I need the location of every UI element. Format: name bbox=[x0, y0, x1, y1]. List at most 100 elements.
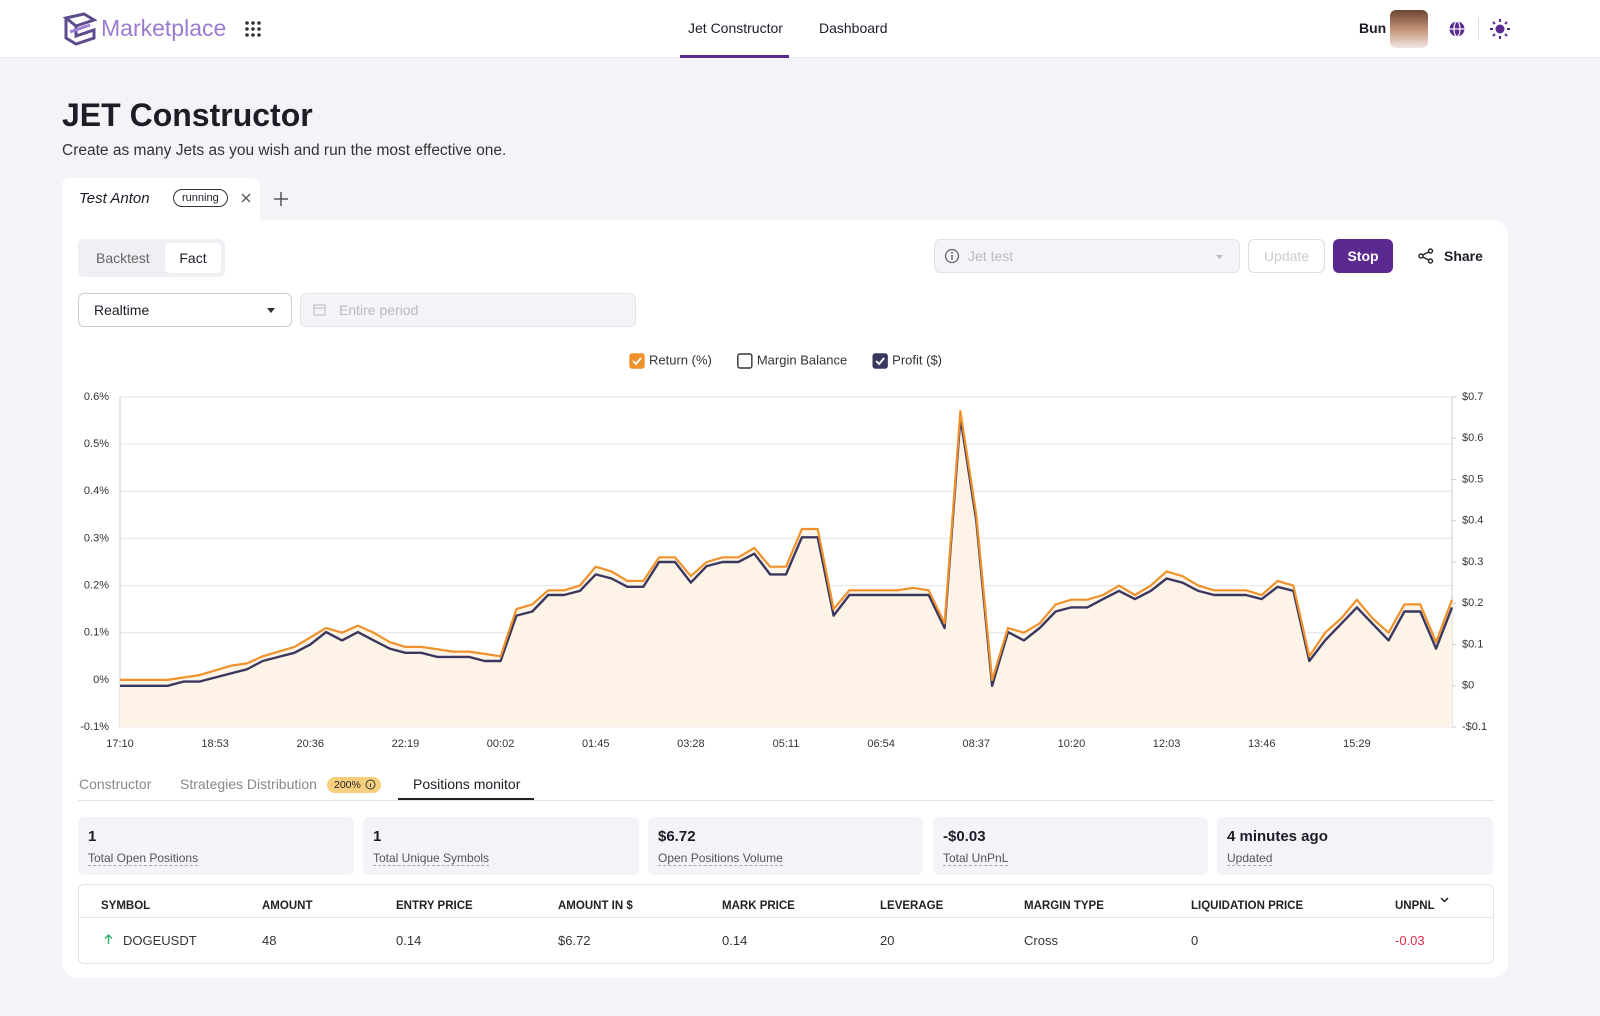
jet-tab-name[interactable]: Test Anton bbox=[79, 190, 150, 207]
tabs-divider bbox=[78, 800, 1494, 801]
stat-label: Updated bbox=[1227, 851, 1273, 866]
column-header: AMOUNT bbox=[262, 900, 313, 912]
y-tick-label: 0.5% bbox=[84, 438, 109, 450]
y2-tick-label: $0.4 bbox=[1462, 515, 1483, 527]
table-cell: -0.03 bbox=[1395, 933, 1425, 948]
jet-select[interactable] bbox=[934, 239, 1240, 273]
up-arrow-icon bbox=[104, 934, 113, 944]
legend-label[interactable]: Profit ($) bbox=[892, 352, 942, 367]
x-tick-label: 12:03 bbox=[1153, 738, 1181, 750]
y-tick-label: 0% bbox=[93, 674, 109, 686]
page-subtitle: Create as many Jets as you wish and run … bbox=[62, 142, 507, 159]
checkmark bbox=[632, 357, 642, 366]
stat-value: $6.72 bbox=[658, 828, 696, 845]
stop-button[interactable]: Stop bbox=[1333, 239, 1393, 273]
y2-tick-label: $0.7 bbox=[1462, 391, 1483, 403]
stat-label: Open Positions Volume bbox=[658, 851, 783, 866]
y2-tick-label: $0.3 bbox=[1462, 556, 1483, 568]
toggle-option[interactable]: Backtest bbox=[96, 250, 150, 266]
period-input[interactable] bbox=[300, 293, 636, 327]
y2-tick-label: $0.5 bbox=[1462, 473, 1483, 485]
column-header: LEVERAGE bbox=[880, 900, 944, 912]
sort-icon[interactable] bbox=[1440, 897, 1449, 903]
x-tick-label: 22:19 bbox=[392, 738, 420, 750]
stat-value: -$0.03 bbox=[943, 828, 986, 845]
share-icon[interactable] bbox=[1418, 248, 1434, 264]
nav-underline bbox=[680, 55, 789, 58]
column-header: AMOUNT IN $ bbox=[558, 900, 633, 912]
legend-checkbox[interactable] bbox=[872, 353, 888, 369]
page-title: JET Constructor bbox=[62, 97, 313, 133]
table-cell: 0 bbox=[1191, 933, 1199, 948]
update-button[interactable]: Update bbox=[1248, 239, 1325, 273]
line bbox=[120, 416, 1454, 687]
y2-tick-label: $0 bbox=[1462, 680, 1474, 692]
x-tick-label: 20:36 bbox=[297, 738, 325, 750]
y-tick-label: 0.2% bbox=[84, 579, 109, 591]
legend-checkbox[interactable] bbox=[629, 353, 645, 369]
stat-card: 1 Total Open Positions bbox=[78, 817, 354, 875]
range-select[interactable]: Realtime bbox=[78, 293, 292, 327]
avatar[interactable] bbox=[1390, 10, 1428, 48]
table-cell: Cross bbox=[1024, 933, 1058, 948]
x-tick-label: 17:10 bbox=[106, 738, 134, 750]
toggle-option[interactable]: Fact bbox=[165, 243, 221, 273]
status-badge: running bbox=[173, 189, 228, 207]
stat-label: Total Unique Symbols bbox=[373, 851, 490, 866]
stat-card: -$0.03 Total UnPnL bbox=[933, 817, 1208, 875]
x-tick-label: 01:45 bbox=[582, 738, 610, 750]
column-header: LIQUIDATION PRICE bbox=[1191, 900, 1304, 912]
table-cell: 0.14 bbox=[396, 933, 422, 948]
x-tick-label: 08:37 bbox=[963, 738, 991, 750]
table-cell: DOGEUSDT bbox=[123, 933, 197, 948]
column-header: SYMBOL bbox=[101, 900, 151, 912]
sub-tab[interactable]: Constructor bbox=[79, 776, 152, 792]
legend-checkbox[interactable] bbox=[737, 353, 753, 369]
legend-label[interactable]: Return (%) bbox=[649, 352, 712, 367]
stat-card: 1 Total Unique Symbols bbox=[363, 817, 639, 875]
close-icon[interactable] bbox=[241, 193, 251, 203]
table-cell: $6.72 bbox=[558, 933, 591, 948]
caret-icon bbox=[1216, 255, 1223, 259]
line bbox=[120, 410, 1454, 681]
y2-tick-label: $0.1 bbox=[1462, 638, 1483, 650]
y-tick-label: 0.6% bbox=[84, 391, 109, 403]
stat-card: $6.72 Open Positions Volume bbox=[648, 817, 923, 875]
y2-tick-label: $0.2 bbox=[1462, 597, 1483, 609]
apps-icon[interactable] bbox=[245, 21, 261, 37]
brand[interactable]: Marketplace bbox=[101, 15, 227, 41]
table-cell: 20 bbox=[880, 933, 895, 948]
y-tick-label: -0.1% bbox=[80, 721, 109, 733]
add-tab-icon[interactable] bbox=[273, 191, 289, 207]
stat-label: Total UnPnL bbox=[943, 851, 1009, 866]
table-cell: 48 bbox=[262, 933, 277, 948]
y-tick-label: 0.3% bbox=[84, 532, 109, 544]
sub-tab[interactable]: Strategies Distribution bbox=[180, 776, 317, 792]
checkmark bbox=[875, 357, 885, 366]
y2-tick-label: $0.6 bbox=[1462, 432, 1483, 444]
stat-value: 4 minutes ago bbox=[1227, 828, 1328, 845]
x-tick-label: 06:54 bbox=[867, 738, 895, 750]
column-header: ENTRY PRICE bbox=[396, 900, 473, 912]
nav-item[interactable]: Dashboard bbox=[819, 20, 888, 36]
sub-tab[interactable]: Positions monitor bbox=[413, 776, 521, 792]
y-tick-label: 0.4% bbox=[84, 485, 109, 497]
info-icon bbox=[944, 248, 960, 264]
x-tick-label: 10:20 bbox=[1058, 738, 1086, 750]
info-icon bbox=[365, 779, 376, 790]
theme-icon[interactable] bbox=[1490, 19, 1510, 39]
share-button[interactable]: Share bbox=[1444, 248, 1483, 264]
stat-label: Total Open Positions bbox=[88, 851, 199, 866]
nav-item[interactable]: Jet Constructor bbox=[688, 20, 783, 36]
table-divider bbox=[79, 917, 1493, 918]
positions-table bbox=[78, 884, 1494, 964]
user-name: Bun bbox=[1359, 20, 1387, 36]
jet-placeholder: Jet test bbox=[968, 248, 1014, 264]
stat-value: 1 bbox=[88, 828, 97, 845]
legend-label[interactable]: Margin Balance bbox=[757, 352, 847, 367]
x-tick-label: 13:46 bbox=[1248, 738, 1276, 750]
globe-icon[interactable] bbox=[1448, 20, 1466, 38]
logo-icon bbox=[62, 12, 98, 46]
divider bbox=[1478, 18, 1479, 40]
stat-value: 1 bbox=[373, 828, 382, 845]
